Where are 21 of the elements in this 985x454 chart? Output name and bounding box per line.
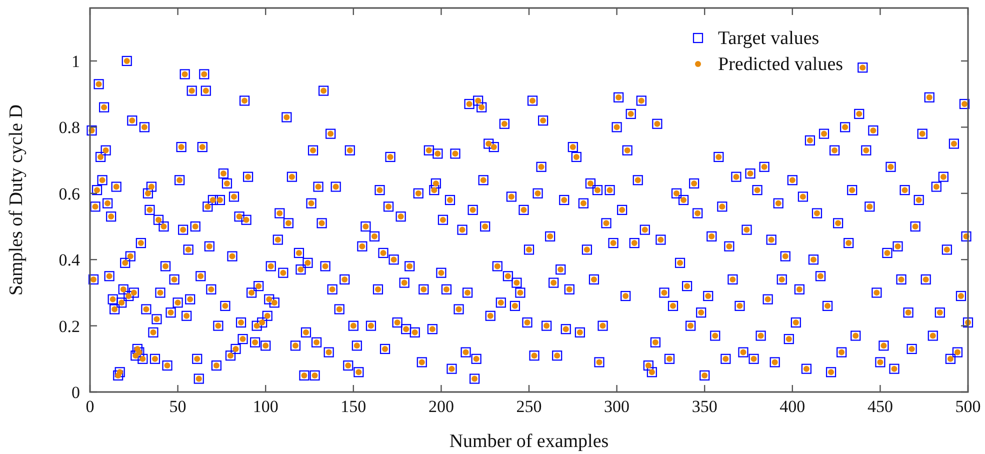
legend-label: Predicted values <box>718 54 844 75</box>
y-tick-label: 1 <box>72 52 80 71</box>
legend-label: Target values <box>718 28 820 49</box>
y-tick-label: 0.2 <box>58 316 80 336</box>
y-tick-label: 0.8 <box>58 118 80 138</box>
x-tick-label: 350 <box>692 397 718 416</box>
x-tick-label: 50 <box>169 397 186 416</box>
x-tick-label: 450 <box>867 397 893 416</box>
x-tick-label: 200 <box>428 397 454 416</box>
y-axis-title: Samples of Duty cycle D <box>6 104 27 296</box>
y-tick-label: 0 <box>72 383 80 402</box>
y-tick-label: 0.4 <box>58 250 80 270</box>
x-axis-title: Number of examples <box>449 431 609 452</box>
x-tick-label: 300 <box>604 397 630 416</box>
x-tick-label: 0 <box>86 397 94 416</box>
x-tick-label: 400 <box>780 397 806 416</box>
x-tick-label: 250 <box>516 397 542 416</box>
y-tick-label: 0.6 <box>58 184 80 204</box>
x-tick-label: 100 <box>252 397 278 416</box>
x-tick-label: 500 <box>955 397 981 416</box>
x-tick-label: 150 <box>340 397 366 416</box>
